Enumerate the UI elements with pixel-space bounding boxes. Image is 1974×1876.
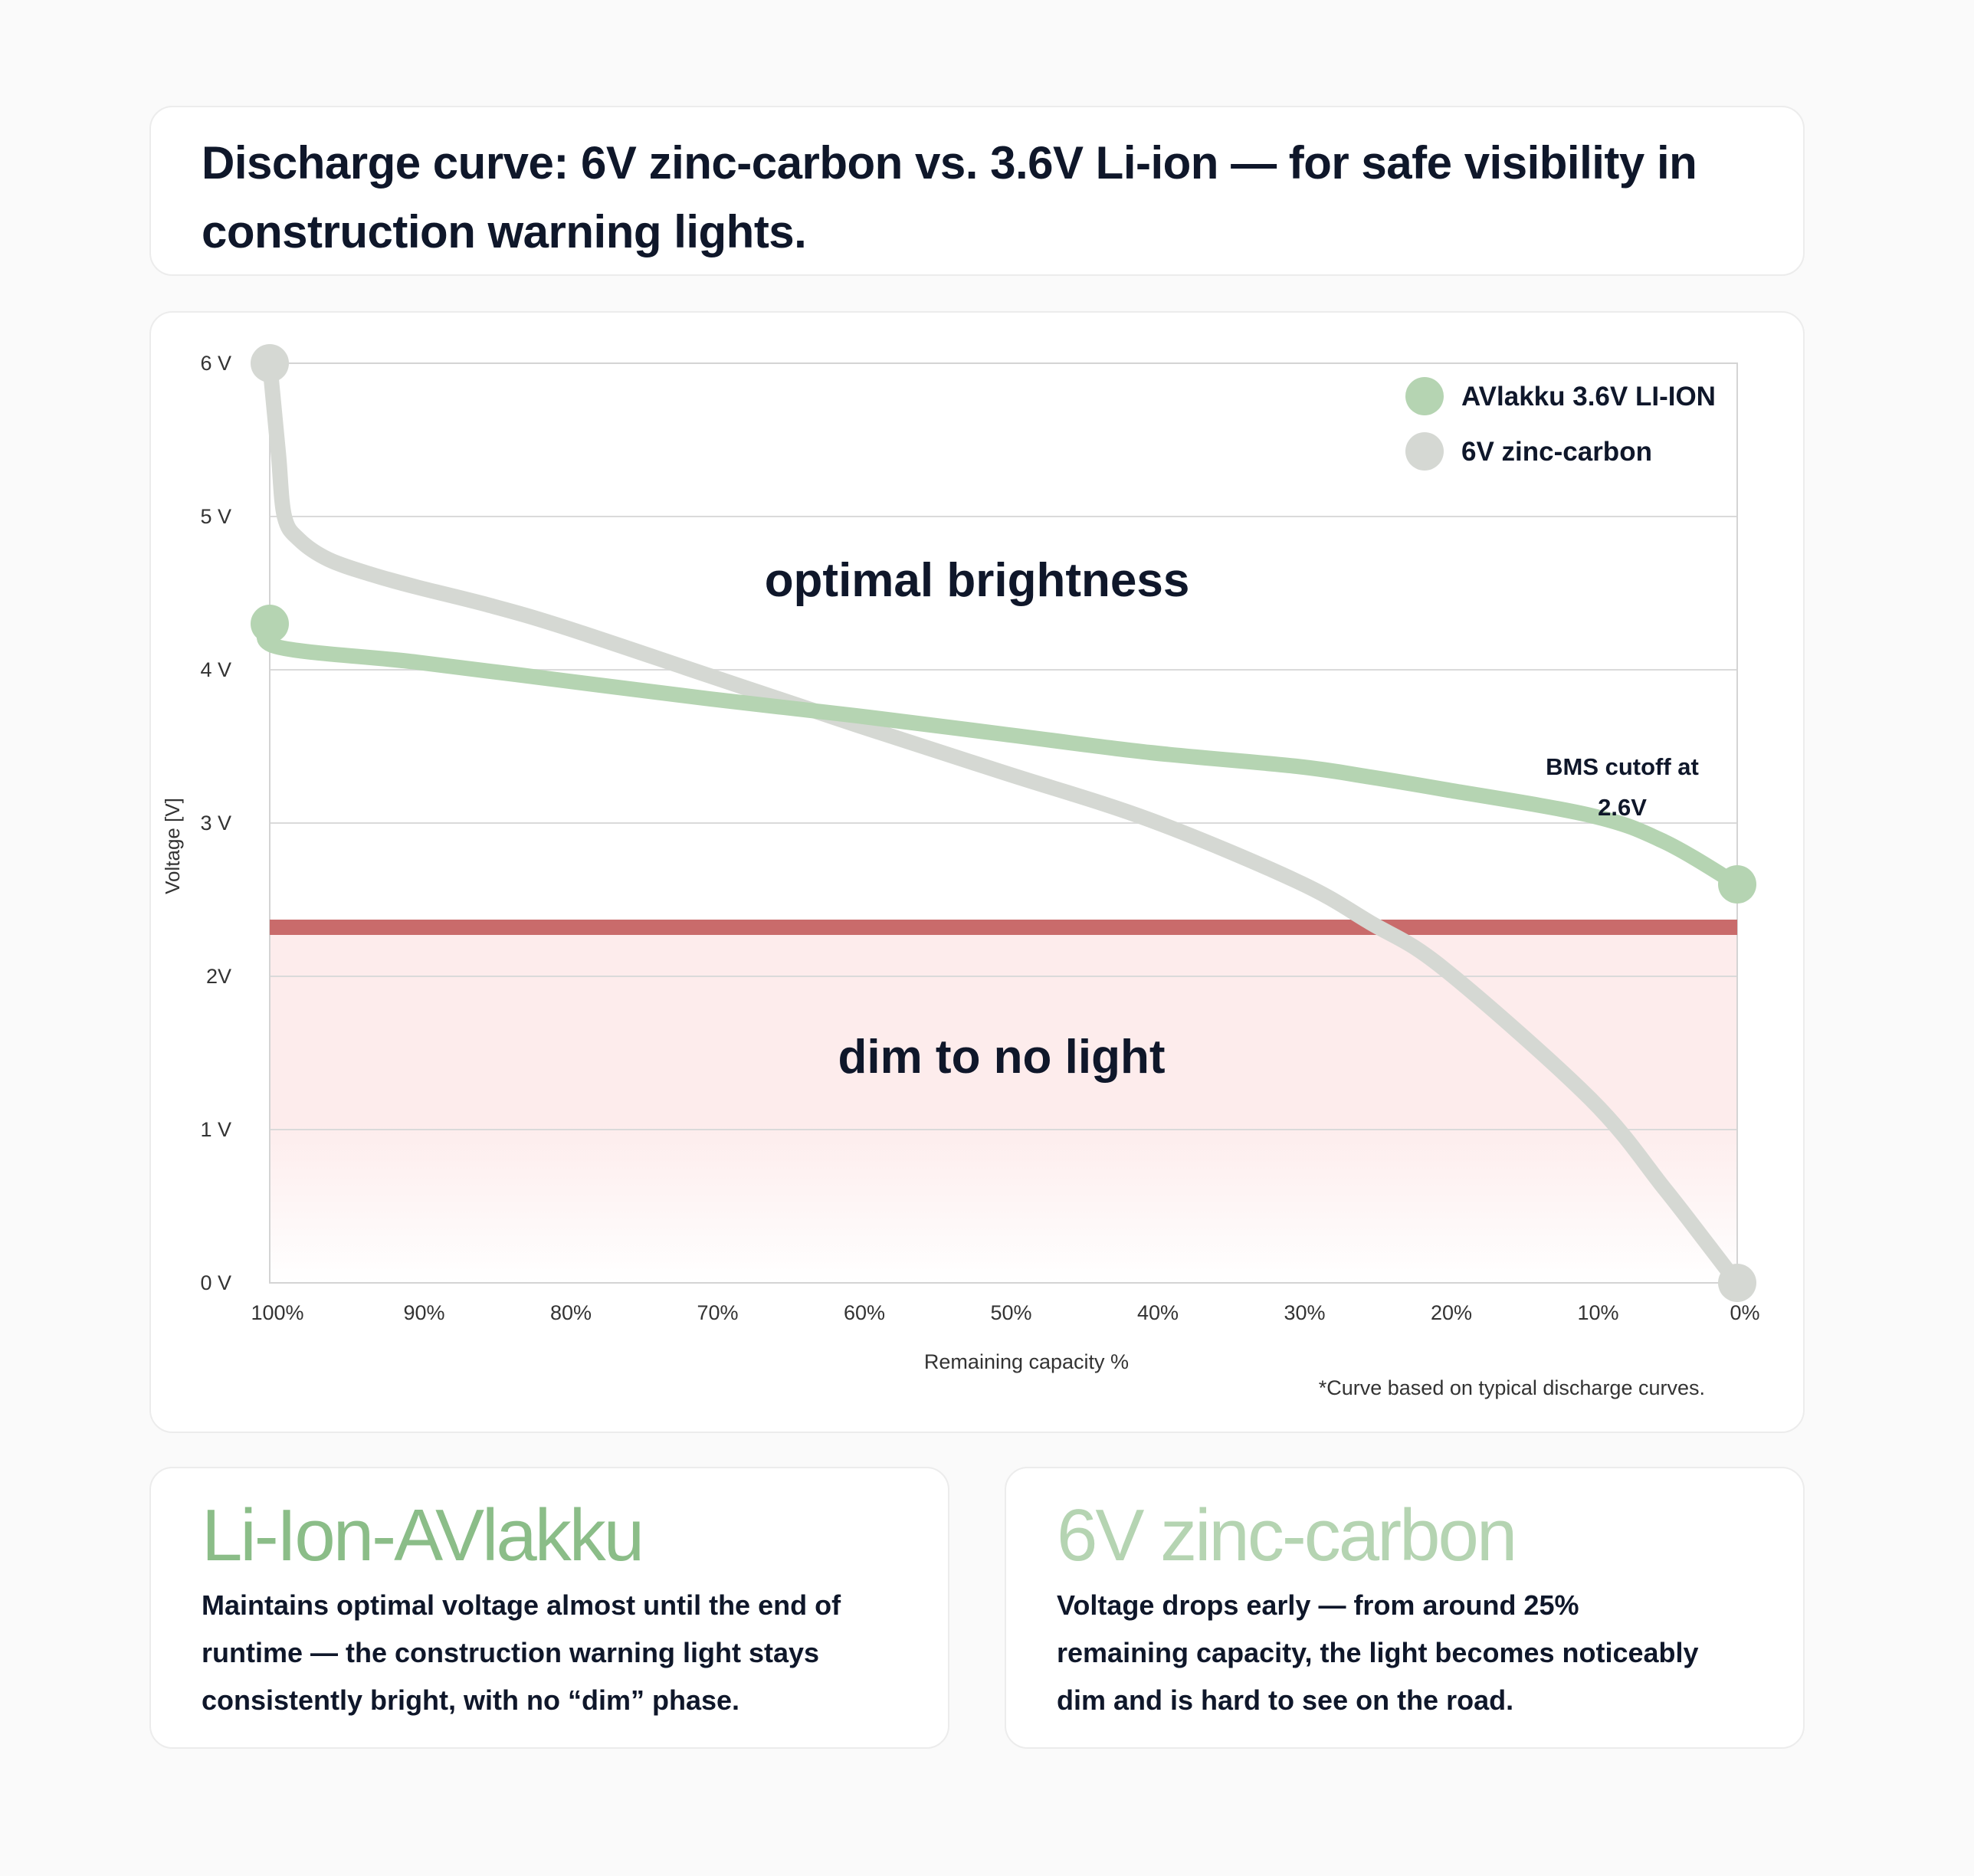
x-tick-label: 50%	[990, 1301, 1031, 1324]
threshold-band	[270, 920, 1737, 935]
y-tick-label: 4 V	[200, 658, 231, 681]
zinc-carbon-end-point	[1718, 1264, 1756, 1302]
x-axis-label: Remaining capacity %	[924, 1350, 1129, 1373]
y-tick-label: 1 V	[200, 1118, 231, 1141]
dim-zone-label: dim to no light	[838, 1031, 1165, 1084]
legend-swatch	[1405, 377, 1444, 415]
x-tick-label: 80%	[550, 1301, 592, 1324]
x-tick-label: 0%	[1730, 1301, 1759, 1324]
chart-card: 0 V 1 V 2V 3 V 4 V 5 V 6 V 100% 90% 80% 70% 60% 50%…	[149, 311, 1805, 1433]
y-tick-label: 6 V	[200, 352, 231, 375]
legend-swatch	[1405, 432, 1444, 471]
x-tick-label: 70%	[697, 1301, 738, 1324]
x-tick-label: 10%	[1577, 1301, 1618, 1324]
optimal-brightness-label: optimal brightness	[765, 554, 1190, 607]
chart-footnote: *Curve based on typical discharge curves…	[1319, 1376, 1705, 1399]
zinc-info-card: 6V zinc-carbon Voltage drops early — fro…	[1005, 1467, 1805, 1749]
zinc-card-title: 6V zinc-carbon	[1057, 1494, 1517, 1576]
x-tick-label: 30%	[1284, 1301, 1325, 1324]
series-layer	[251, 344, 1756, 1302]
y-axis-ticks: 0 V 1 V 2V 3 V 4 V 5 V 6 V	[200, 352, 231, 1294]
legend: AVlakku 3.6V LI-ION 6V zinc-carbon	[1405, 377, 1716, 471]
zinc-carbon-series-line	[262, 356, 1745, 1291]
x-tick-label: 90%	[403, 1301, 444, 1324]
liion-end-point	[1718, 865, 1756, 904]
x-tick-label: 60%	[844, 1301, 885, 1324]
dim-zone	[270, 927, 1737, 1283]
discharge-chart: 0 V 1 V 2V 3 V 4 V 5 V 6 V 100% 90% 80% 70% 60% 50%…	[161, 344, 1760, 1399]
liion-card-title: Li-Ion-AVlakku	[202, 1494, 644, 1576]
bms-cutoff-label-line2: 2.6V	[1598, 794, 1647, 821]
page-title: Discharge curve: 6V zinc-carbon vs. 3.6V…	[202, 137, 1697, 257]
y-tick-label: 0 V	[200, 1271, 231, 1294]
liion-series-line	[257, 616, 1745, 892]
legend-label: AVlakku 3.6V LI-ION	[1461, 382, 1716, 412]
x-tick-label: 100%	[251, 1301, 303, 1324]
liion-info-card: Li-Ion-AVlakku Maintains optimal voltage…	[149, 1467, 949, 1749]
liion-start-point	[251, 605, 289, 643]
y-tick-label: 2V	[206, 965, 231, 988]
zinc-carbon-start-point	[251, 344, 289, 382]
plot-frame	[269, 362, 1738, 1284]
bms-cutoff-label-line1: BMS cutoff at	[1546, 753, 1699, 780]
y-tick-label: 5 V	[200, 505, 231, 528]
x-tick-label: 20%	[1431, 1301, 1472, 1324]
liion-card-text: Maintains optimal voltage almost until t…	[202, 1589, 841, 1716]
title-card: Discharge curve: 6V zinc-carbon vs. 3.6V…	[149, 106, 1805, 276]
y-axis-label: Voltage [V]	[161, 798, 184, 894]
x-tick-label: 40%	[1137, 1301, 1179, 1324]
y-tick-label: 3 V	[200, 812, 231, 835]
legend-label: 6V zinc-carbon	[1461, 437, 1652, 467]
zinc-card-text: Voltage drops early — from around 25% re…	[1057, 1589, 1699, 1716]
x-axis-ticks: 100% 90% 80% 70% 60% 50% 40% 30% 20% 10% 0%	[251, 1301, 1759, 1324]
